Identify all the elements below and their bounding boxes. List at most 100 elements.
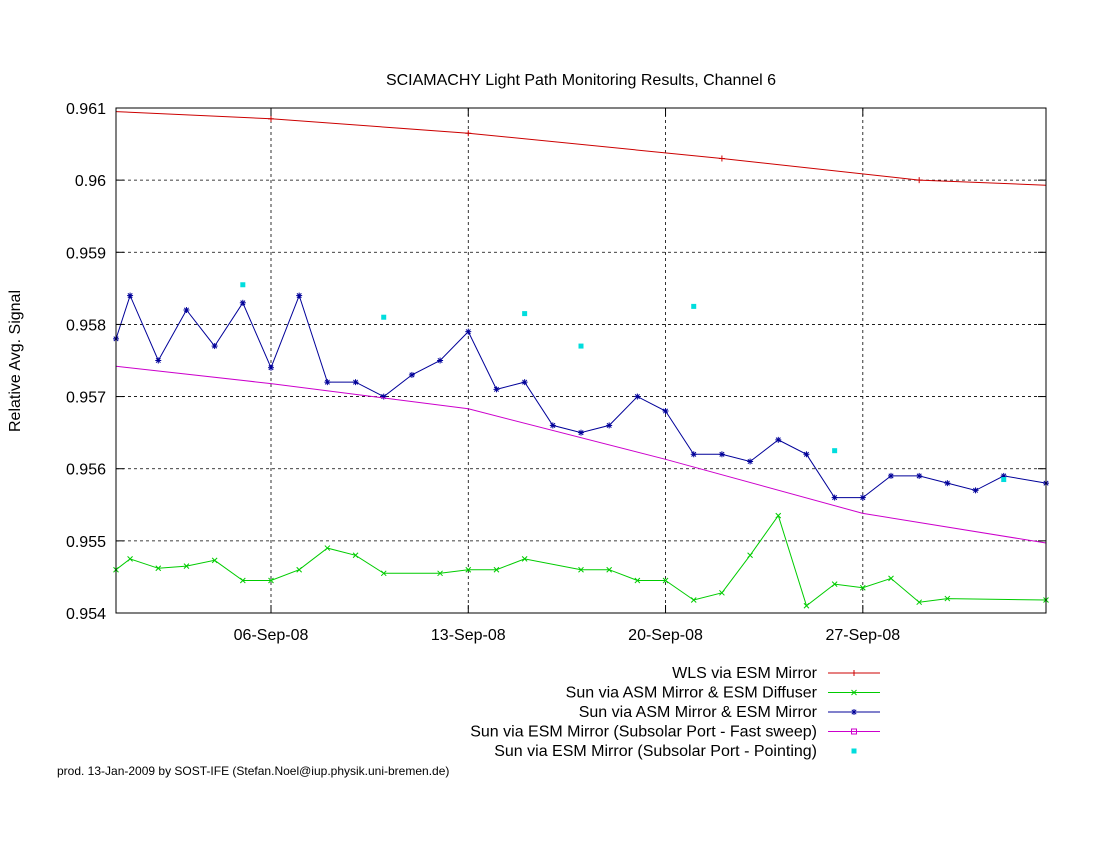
data-point — [239, 299, 246, 306]
data-point — [437, 570, 443, 577]
series-3 — [113, 292, 1049, 501]
data-point — [747, 552, 753, 559]
data-point — [493, 566, 500, 573]
series-line — [115, 514, 1047, 607]
data-point — [578, 429, 584, 436]
data-point — [747, 458, 754, 465]
y-tick-label: 0.961 — [66, 101, 106, 118]
data-point — [831, 581, 838, 587]
legend-label: Sun via ESM Mirror (Subsolar Port - Fast… — [470, 724, 817, 741]
data-point — [352, 379, 359, 386]
data-point — [831, 494, 838, 501]
data-point — [662, 408, 669, 414]
y-tick-label: 0.956 — [66, 462, 106, 479]
data-point — [522, 311, 528, 317]
data-point — [690, 451, 697, 458]
x-tick-label: 13-Sep-08 — [431, 627, 506, 644]
data-point — [888, 575, 894, 582]
data-point — [465, 130, 472, 137]
axis-ticks: 0.954 0.955 0.956 0.957 0.958 0.959 0.96 0.961 0… — [66, 101, 1046, 644]
data-point — [916, 472, 923, 479]
data-point — [296, 566, 303, 573]
chart-title: SCIAMACHY Light Path Monitoring Results,… — [386, 72, 776, 89]
data-point — [127, 556, 133, 562]
data-point — [916, 599, 923, 606]
series-5 — [240, 282, 1007, 483]
data-point — [493, 386, 500, 393]
legend-label: Sun via ASM Mirror & ESM Diffuser — [566, 685, 818, 702]
data-point — [832, 448, 838, 454]
data-point — [606, 566, 613, 573]
data-point — [324, 379, 331, 386]
y-tick-label: 0.954 — [66, 606, 106, 623]
data-point — [381, 314, 387, 320]
data-point — [888, 472, 894, 479]
plot-frame — [115, 107, 1047, 614]
data-point — [718, 451, 725, 458]
data-point — [859, 494, 866, 501]
data-point — [972, 487, 979, 494]
data-point — [578, 566, 584, 573]
data-point — [240, 282, 246, 288]
data-point — [211, 557, 218, 564]
legend-marker — [851, 670, 857, 676]
data-point — [268, 364, 274, 371]
data-point — [465, 328, 472, 335]
data-point — [634, 393, 641, 400]
data-point — [183, 563, 190, 569]
data-point — [718, 155, 725, 162]
x-tick-label: 27-Sep-08 — [825, 627, 900, 644]
data-point — [944, 595, 951, 602]
data-point — [183, 307, 190, 313]
y-tick-label: 0.96 — [75, 173, 106, 190]
data-point — [803, 451, 810, 458]
data-point — [578, 343, 584, 349]
grid-lines — [116, 108, 1046, 613]
legend-marker — [851, 709, 857, 715]
data-point — [803, 602, 810, 609]
data-point — [606, 422, 613, 429]
data-point — [437, 357, 444, 364]
data-point — [1001, 477, 1007, 483]
data-point — [690, 597, 697, 603]
data-point — [324, 545, 331, 551]
data-point — [465, 566, 472, 573]
data-point — [916, 177, 923, 184]
legend-label: WLS via ESM Mirror — [672, 665, 818, 682]
data-point — [408, 371, 415, 378]
data-point — [268, 115, 274, 122]
x-tick-label: 06-Sep-08 — [234, 627, 309, 644]
data-point — [691, 303, 697, 309]
series-line — [115, 111, 1047, 186]
series-4 — [115, 365, 1047, 544]
data-series — [113, 111, 1049, 609]
legend-marker — [851, 748, 857, 754]
data-point — [662, 577, 669, 584]
data-point — [268, 577, 274, 584]
data-point — [211, 343, 218, 350]
y-tick-label: 0.955 — [66, 534, 106, 551]
data-point — [521, 379, 528, 386]
production-note: prod. 13-Jan-2009 by SOST-IFE (Stefan.No… — [57, 764, 449, 778]
x-tick-label: 20-Sep-08 — [628, 627, 703, 644]
data-point — [719, 589, 725, 596]
series-line — [115, 294, 1047, 499]
data-point — [155, 357, 162, 364]
y-axis-label: Relative Avg. Signal — [7, 290, 24, 432]
legend-marker — [851, 689, 857, 696]
data-point — [127, 292, 134, 299]
data-point — [239, 577, 246, 584]
legend-marker — [851, 728, 857, 735]
series-2 — [113, 512, 1049, 609]
legend: WLS via ESM Mirror Sun via ASM Mirror & E… — [470, 665, 880, 760]
data-point — [634, 577, 641, 584]
y-tick-label: 0.958 — [66, 317, 106, 334]
data-point — [549, 422, 556, 429]
data-point — [859, 584, 866, 591]
y-tick-label: 0.959 — [66, 245, 106, 262]
series-line — [115, 365, 1047, 544]
data-point — [775, 436, 782, 443]
data-point — [296, 292, 303, 299]
